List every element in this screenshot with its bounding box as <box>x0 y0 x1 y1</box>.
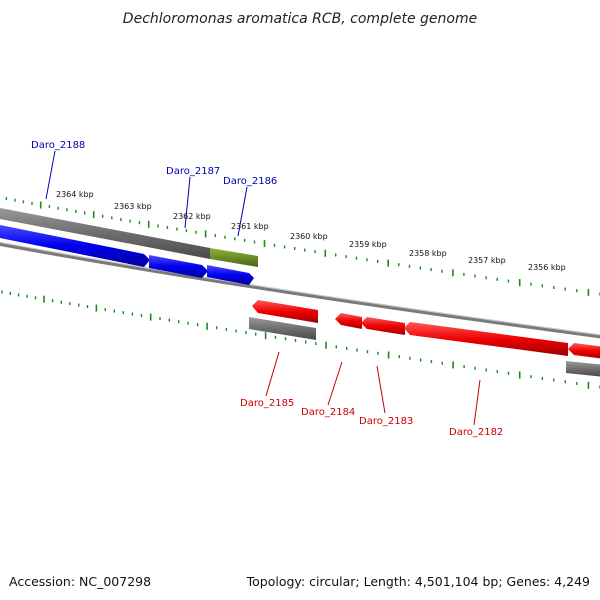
tick-label-2362: 2362 kbp <box>173 212 211 221</box>
gene-arrow-daro-2182[interactable] <box>404 322 568 356</box>
gene-label-daro-2188[interactable]: Daro_2188 <box>31 140 85 151</box>
tick-label-2363: 2363 kbp <box>114 202 152 211</box>
genome-backbone-highlight <box>0 241 600 336</box>
leader-line-daro-2182 <box>473 379 481 426</box>
tick-labels: 2364 kbp 2363 kbp 2362 kbp 2361 kbp 2360… <box>56 190 566 272</box>
gene-label-daro-2183[interactable]: Daro_2183 <box>359 416 413 427</box>
gene-arrow-daro-2184[interactable] <box>335 313 362 329</box>
gene-bar-daro-2186-other[interactable] <box>210 248 258 267</box>
gene-arrow-daro-2185[interactable] <box>252 300 318 323</box>
tick-label-2364: 2364 kbp <box>56 190 94 199</box>
genome-backbone <box>0 241 600 339</box>
gene-label-daro-2187[interactable]: Daro_2187 <box>166 166 220 177</box>
tick-label-2358: 2358 kbp <box>409 249 447 258</box>
tick-label-2357: 2357 kbp <box>468 256 506 265</box>
gene-arrow-daro-2187[interactable] <box>149 255 208 278</box>
gene-arrow-next[interactable] <box>568 343 600 359</box>
gene-arrow-daro-2183[interactable] <box>361 317 405 335</box>
gene-label-daro-2186[interactable]: Daro_2186 <box>223 176 277 187</box>
genome-summary-text: Topology: circular; Length: 4,501,104 bp… <box>246 574 590 589</box>
forward-gene-labels: Daro_2188 Daro_2187 Daro_2186 <box>31 140 277 237</box>
reverse-gene-labels: Daro_2185 Daro_2184 Daro_2183 Daro_2182 <box>240 351 503 438</box>
leader-line-daro-2187 <box>184 176 191 229</box>
top-tick-track <box>5 197 600 296</box>
tick-label-2361: 2361 kbp <box>231 222 269 231</box>
leader-line-daro-2186 <box>237 186 248 237</box>
tick-label-2360: 2360 kbp <box>290 232 328 241</box>
feature-bar-gray-lower-right[interactable] <box>566 361 600 377</box>
gene-arrow-daro-2186[interactable] <box>207 265 254 285</box>
gene-label-daro-2184[interactable]: Daro_2184 <box>301 407 355 418</box>
tick-label-2359: 2359 kbp <box>349 240 387 249</box>
leader-line-daro-2184 <box>327 361 343 406</box>
accession-text: Accession: NC_007298 <box>9 574 151 589</box>
leader-line-daro-2183 <box>376 365 386 414</box>
gene-arrow-daro-2188[interactable] <box>0 224 150 267</box>
feature-bar-gray-lower-left[interactable] <box>249 317 316 340</box>
gene-label-daro-2185[interactable]: Daro_2185 <box>240 398 294 409</box>
feature-bar-gray-top[interactable] <box>0 207 210 259</box>
tick-label-2356: 2356 kbp <box>528 263 566 272</box>
gene-label-daro-2182[interactable]: Daro_2182 <box>449 427 503 438</box>
leader-line-daro-2185 <box>265 351 280 397</box>
page-title: Dechloromonas aromatica RCB, complete ge… <box>123 11 477 27</box>
leader-line-daro-2188 <box>45 150 56 200</box>
bottom-tick-track <box>1 290 600 389</box>
